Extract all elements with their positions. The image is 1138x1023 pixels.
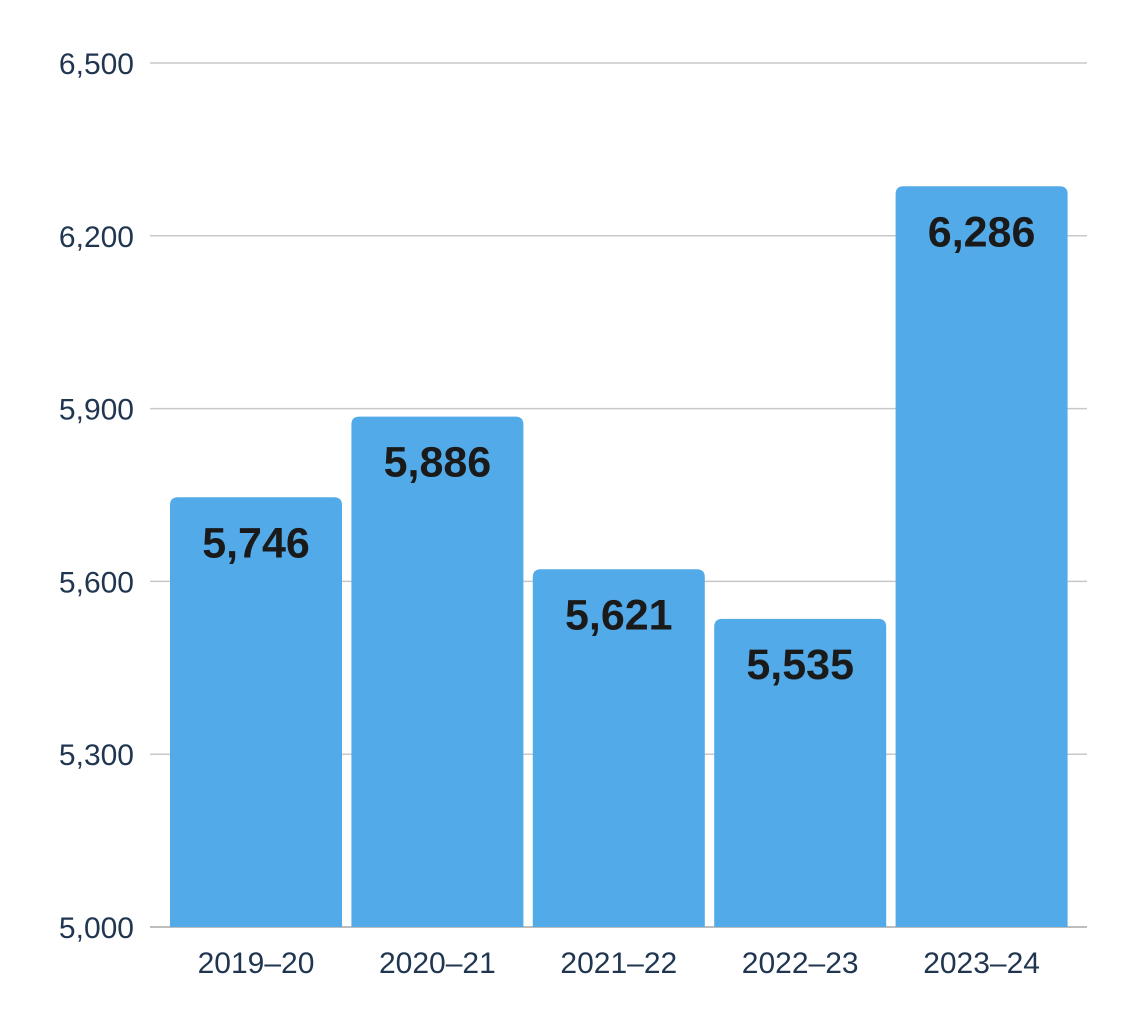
x-axis-ticks: 2019–20 2020–21 2021–22 2022–23 2023–24 bbox=[198, 947, 1040, 980]
y-axis-ticks: 5,000 5,300 5,600 5,900 6,200 6,500 bbox=[59, 48, 134, 945]
y-tick-label: 6,200 bbox=[59, 221, 134, 254]
data-label: 5,535 bbox=[746, 641, 854, 689]
data-label: 5,746 bbox=[202, 519, 310, 567]
x-tick-label: 2021–22 bbox=[560, 947, 677, 980]
y-tick-label: 5,000 bbox=[59, 912, 134, 945]
data-label: 5,886 bbox=[384, 439, 492, 487]
y-tick-label: 6,500 bbox=[59, 48, 134, 81]
x-tick-label: 2020–21 bbox=[379, 947, 496, 980]
data-label: 6,286 bbox=[928, 208, 1036, 256]
bar bbox=[351, 416, 524, 927]
y-tick-label: 5,300 bbox=[59, 739, 134, 772]
bar bbox=[714, 618, 887, 927]
data-labels: 5,746 5,886 5,621 5,535 6,286 bbox=[202, 208, 1035, 689]
bar bbox=[170, 497, 342, 927]
x-tick-label: 2019–20 bbox=[198, 947, 315, 980]
x-tick-label: 2022–23 bbox=[742, 947, 859, 980]
bar bbox=[895, 186, 1068, 927]
y-tick-label: 5,900 bbox=[59, 394, 134, 427]
bars bbox=[170, 186, 1068, 927]
data-label: 5,621 bbox=[565, 591, 673, 639]
y-tick-label: 5,600 bbox=[59, 566, 134, 599]
x-tick-label: 2023–24 bbox=[923, 947, 1040, 980]
bar bbox=[532, 569, 705, 927]
